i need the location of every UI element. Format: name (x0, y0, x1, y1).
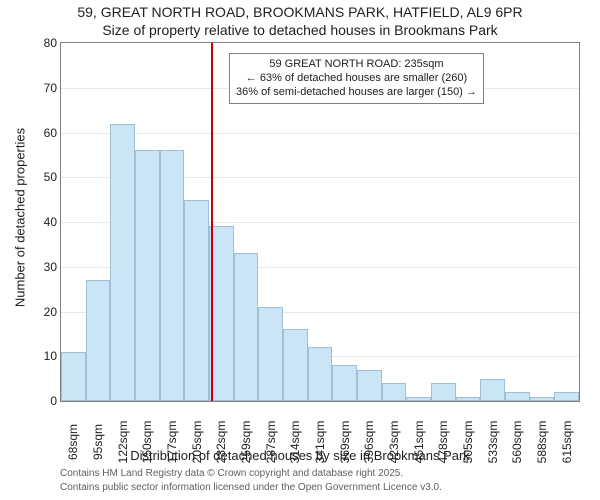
x-tick-label: 95sqm (91, 420, 105, 464)
annotation-line2: ← 63% of detached houses are smaller (26… (236, 72, 477, 86)
histogram-bar (554, 392, 579, 401)
histogram-bar (283, 329, 308, 401)
attribution-line1: Contains HM Land Registry data © Crown c… (60, 468, 403, 479)
histogram-bar (530, 397, 555, 401)
histogram-bar (357, 370, 382, 401)
histogram-bar (382, 383, 407, 401)
histogram-bar (456, 397, 481, 401)
histogram-bar (431, 383, 456, 401)
histogram-bar (160, 150, 185, 401)
x-tick-label: 369sqm (338, 420, 352, 464)
x-tick-label: 259sqm (239, 420, 253, 464)
x-tick-label: 505sqm (461, 420, 475, 464)
x-tick-label: 232sqm (214, 420, 228, 464)
y-tick-label: 10 (27, 349, 57, 363)
property-size-histogram: 59, GREAT NORTH ROAD, BROOKMANS PARK, HA… (0, 0, 600, 500)
histogram-bar (332, 365, 357, 401)
y-tick-label: 20 (27, 305, 57, 319)
y-axis-label: Number of detached properties (13, 58, 28, 378)
marker-annotation: 59 GREAT NORTH ROAD: 235sqm ← 63% of det… (229, 53, 484, 104)
y-tick-label: 30 (27, 260, 57, 274)
x-tick-label: 314sqm (288, 420, 302, 464)
y-tick-label: 80 (27, 36, 57, 50)
x-tick-label: 451sqm (412, 420, 426, 464)
x-tick-label: 396sqm (362, 420, 376, 464)
histogram-bar (406, 397, 431, 401)
histogram-bar (184, 200, 209, 401)
marker-line (211, 43, 213, 401)
y-tick-label: 40 (27, 215, 57, 229)
x-tick-label: 423sqm (387, 420, 401, 464)
histogram-bar (480, 379, 505, 401)
x-tick-label: 177sqm (165, 420, 179, 464)
annotation-line1: 59 GREAT NORTH ROAD: 235sqm (236, 58, 477, 72)
gridline-h (61, 133, 579, 134)
y-tick-label: 70 (27, 81, 57, 95)
histogram-bar (505, 392, 530, 401)
x-tick-label: 122sqm (116, 420, 130, 464)
x-tick-label: 588sqm (535, 420, 549, 464)
x-tick-label: 68sqm (66, 420, 80, 464)
chart-title-line2: Size of property relative to detached ho… (0, 22, 600, 38)
y-tick-label: 50 (27, 170, 57, 184)
x-tick-label: 533sqm (486, 420, 500, 464)
x-tick-label: 150sqm (140, 420, 154, 464)
histogram-bar (135, 150, 160, 401)
y-tick-label: 0 (27, 394, 57, 408)
y-tick-label: 60 (27, 126, 57, 140)
histogram-bar (234, 253, 259, 401)
annotation-line3: 36% of semi-detached houses are larger (… (236, 86, 477, 100)
x-tick-label: 615sqm (560, 420, 574, 464)
x-tick-label: 560sqm (510, 420, 524, 464)
plot-area: 0102030405060708068sqm95sqm122sqm150sqm1… (60, 42, 580, 402)
chart-title-line1: 59, GREAT NORTH ROAD, BROOKMANS PARK, HA… (0, 4, 600, 20)
histogram-bar (258, 307, 283, 401)
histogram-bar (86, 280, 111, 401)
histogram-bar (308, 347, 333, 401)
histogram-bar (61, 352, 86, 401)
histogram-bar (110, 124, 135, 401)
x-tick-label: 341sqm (313, 420, 327, 464)
attribution-line2: Contains public sector information licen… (60, 482, 442, 493)
x-tick-label: 287sqm (264, 420, 278, 464)
x-tick-label: 478sqm (436, 420, 450, 464)
x-tick-label: 205sqm (190, 420, 204, 464)
